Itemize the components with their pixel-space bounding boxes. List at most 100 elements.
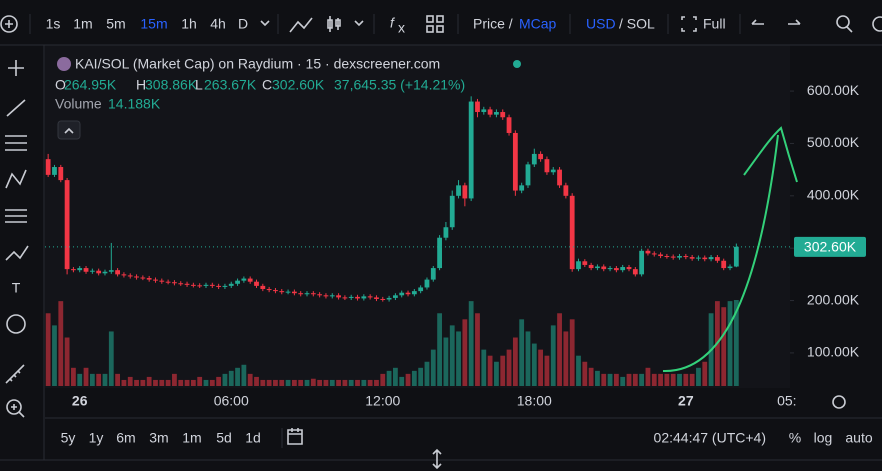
range-button[interactable]: 1m <box>182 430 201 446</box>
candle-body <box>557 169 562 186</box>
volume-bar <box>228 370 234 386</box>
volume-bar <box>45 313 51 386</box>
range-button[interactable]: 6m <box>116 430 135 446</box>
trendline-tool[interactable] <box>6 99 26 117</box>
axis-settings[interactable] <box>832 395 846 409</box>
candle-body <box>209 284 215 286</box>
settings-icon[interactable] <box>872 16 882 32</box>
pattern-tool[interactable] <box>5 169 27 189</box>
candle-body <box>260 285 266 290</box>
volume-bar <box>58 301 64 386</box>
volume-bar <box>146 376 152 386</box>
x-tick-label: 05: <box>777 393 796 409</box>
resize-handle[interactable] <box>432 448 442 470</box>
sol-toggle[interactable]: / SOL <box>619 16 655 32</box>
text-tool[interactable]: T <box>12 280 21 296</box>
scale-option[interactable]: % <box>789 430 801 446</box>
volume-bar <box>500 355 506 386</box>
volume-bar <box>52 325 57 386</box>
range-button[interactable]: 1d <box>245 430 261 446</box>
chart-title: KAI/SOL (Market Cap) on Raydium · 15 · d… <box>75 56 440 72</box>
redo[interactable] <box>788 19 801 25</box>
interval-button[interactable]: 5m <box>106 16 125 32</box>
range-button[interactable]: 3m <box>149 430 168 446</box>
candle-body <box>115 270 121 275</box>
interval-button[interactable]: 1h <box>181 16 197 32</box>
clock: 02:44:47 (UTC+4) <box>654 430 766 446</box>
volume-bar <box>632 373 638 386</box>
bottom-bar: 5y 1y 6m 3m 1m 5d 1d 02:44:47 (UTC+4)% log auto <box>61 430 873 446</box>
projection-tool[interactable] <box>5 209 27 223</box>
volume-bar <box>405 373 411 386</box>
candle-body <box>576 261 581 270</box>
fx-icon[interactable]: f <box>390 15 396 31</box>
ohlc-label: H <box>136 77 146 93</box>
ohlc-value: 308.86K <box>145 77 198 93</box>
usd-toggle[interactable]: USD <box>586 16 616 32</box>
range-button[interactable]: 5y <box>61 430 76 446</box>
range-button[interactable]: 1y <box>89 430 104 446</box>
fullscreen-button[interactable]: Full <box>703 16 726 32</box>
volume-bar <box>134 379 139 386</box>
candle-body <box>190 284 196 286</box>
token-icon <box>57 57 71 71</box>
date-range-icon[interactable] <box>287 428 303 445</box>
candle-body <box>525 164 531 186</box>
volume-bar <box>613 373 619 386</box>
add-icon[interactable] <box>0 15 18 33</box>
volume-bar <box>159 379 165 386</box>
fullscreen-icon[interactable] <box>681 16 697 32</box>
crosshair-tool[interactable] <box>8 60 24 76</box>
interval-button[interactable]: 4h <box>210 16 226 32</box>
fib-tool[interactable] <box>5 135 27 151</box>
volume-bar <box>216 376 222 386</box>
range-button[interactable]: 5d <box>216 430 232 446</box>
price-toggle[interactable]: Price / <box>473 16 513 32</box>
candle-body <box>342 297 348 299</box>
volume-bar <box>361 379 367 386</box>
ohlc-value: 37,645.35 (+14.21%) <box>334 77 465 93</box>
volume-bar <box>702 361 708 386</box>
volume-bar <box>77 373 83 386</box>
zoom-tool[interactable] <box>6 399 22 415</box>
search-icon[interactable] <box>836 15 850 29</box>
candle-body <box>456 185 461 196</box>
brush-tool[interactable] <box>5 245 29 261</box>
ohlc-label: O <box>55 77 66 93</box>
dropdown[interactable] <box>354 20 364 27</box>
dropdown[interactable] <box>260 20 270 27</box>
ruler-tool[interactable] <box>5 364 25 384</box>
candle-body <box>607 268 613 270</box>
candle-body <box>203 284 209 286</box>
interval-button[interactable]: D <box>238 16 248 32</box>
zoom-tool-detail <box>11 404 25 418</box>
volume-bar <box>298 379 304 386</box>
volume-value: 14.188K <box>108 96 161 112</box>
layout-icon <box>426 25 434 33</box>
x-tick-label: 26 <box>72 393 88 409</box>
candle-icon[interactable] <box>327 16 341 32</box>
candle-body <box>254 281 259 286</box>
interval-button[interactable]: 1m <box>73 16 92 32</box>
scale-option[interactable]: auto <box>845 430 872 446</box>
candle-body <box>506 117 512 133</box>
interval-button[interactable]: 15m <box>140 16 167 32</box>
layout-icon[interactable] <box>426 15 434 23</box>
candle-body <box>632 269 638 275</box>
volume-bar <box>399 376 405 386</box>
candle-body <box>714 257 720 261</box>
candle-body <box>399 292 405 296</box>
scale-option[interactable]: log <box>814 430 833 446</box>
mcap-toggle[interactable]: MCap <box>519 16 557 32</box>
interval-button[interactable]: 1s <box>46 16 61 32</box>
candle-body <box>613 268 619 271</box>
volume-bar <box>241 364 247 386</box>
line-icon[interactable] <box>289 17 313 33</box>
volume-bar <box>664 373 670 386</box>
volume-bar <box>512 337 518 386</box>
emoji-tool[interactable] <box>6 314 26 334</box>
undo[interactable] <box>751 19 764 25</box>
candle-body <box>405 292 411 295</box>
separators <box>29 14 741 34</box>
